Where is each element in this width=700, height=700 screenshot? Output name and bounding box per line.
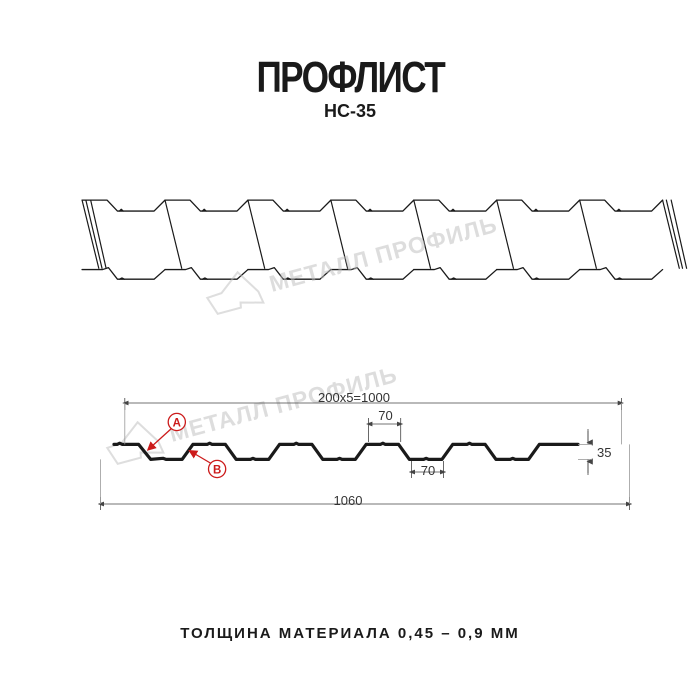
svg-text:МЕТАЛЛ ПРОФИЛЬ: МЕТАЛЛ ПРОФИЛЬ (266, 211, 500, 297)
svg-text:A: A (173, 417, 181, 429)
svg-text:B: B (213, 464, 221, 476)
